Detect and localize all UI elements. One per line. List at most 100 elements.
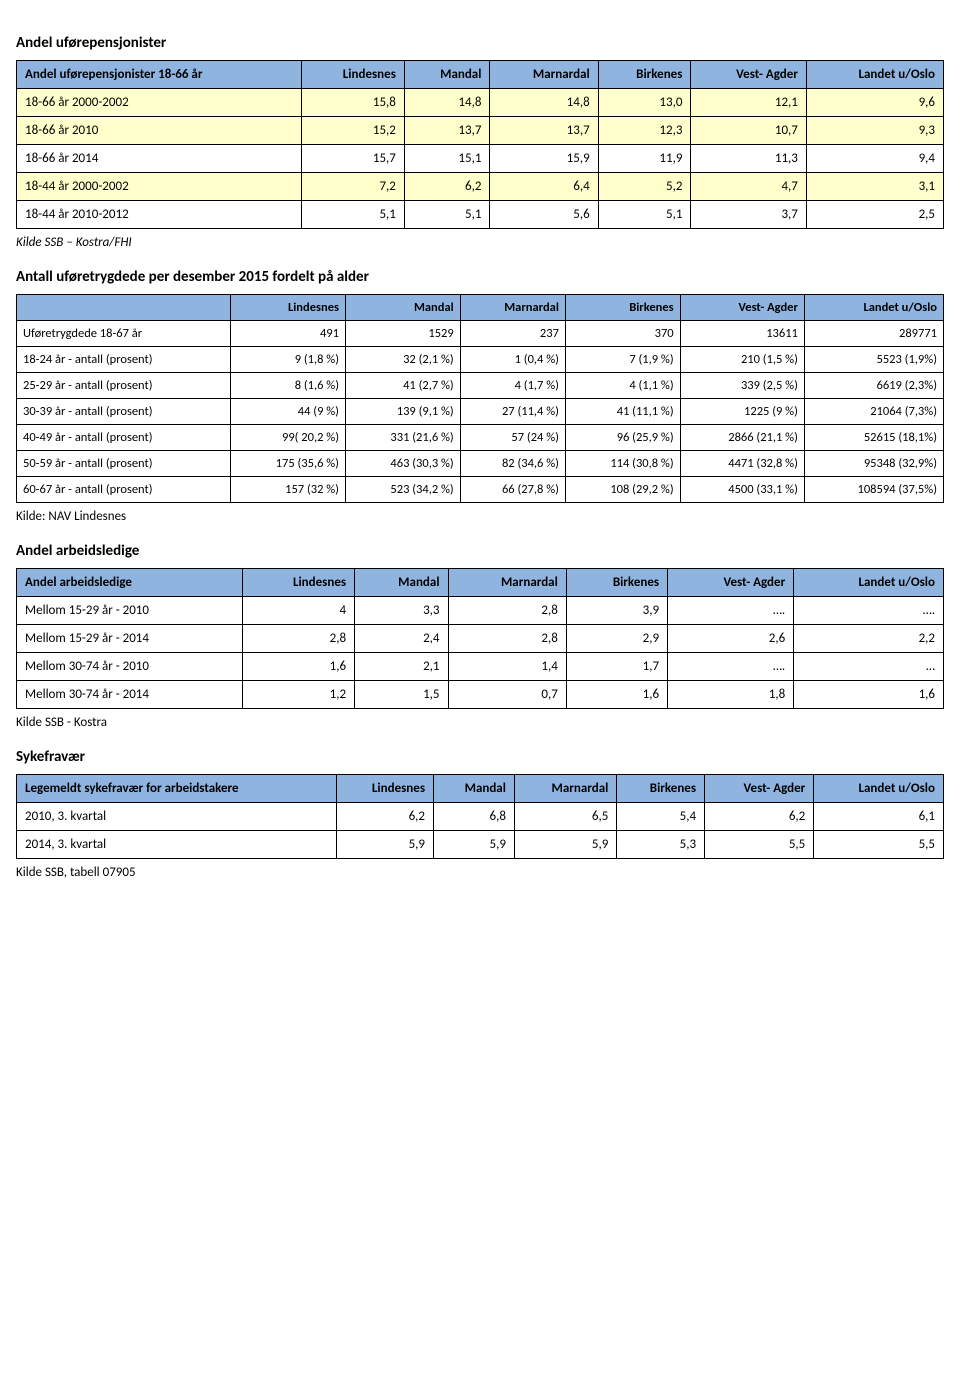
cell-value: 8 (1,6 %) bbox=[231, 373, 346, 399]
section4-title: Sykefravær bbox=[16, 748, 944, 766]
col-header: Vest- Agder bbox=[680, 295, 804, 321]
cell-value: 41 (2,7 %) bbox=[345, 373, 460, 399]
cell-value: 5,1 bbox=[598, 201, 691, 229]
cell-value: 6619 (2,3%) bbox=[804, 373, 943, 399]
table-uforepensjonister: Andel uførepensjonister 18-66 år Lindesn… bbox=[16, 60, 944, 229]
table-row: 60-67 år - antall (prosent)157 (32 %)523… bbox=[17, 477, 944, 503]
cell-value: 463 (30,3 %) bbox=[345, 451, 460, 477]
col-header: Landet u/Oslo bbox=[814, 775, 944, 803]
col-header: Andel uførepensjonister 18-66 år bbox=[17, 61, 302, 89]
cell-value: 12,1 bbox=[691, 89, 806, 117]
col-header: Mandal bbox=[434, 775, 515, 803]
cell-value: 15,8 bbox=[302, 89, 405, 117]
cell-value: 5,6 bbox=[490, 201, 598, 229]
col-header: Andel arbeidsledige bbox=[17, 569, 243, 597]
table-row: 18-24 år - antall (prosent)9 (1,8 %)32 (… bbox=[17, 347, 944, 373]
row-label: 50-59 år - antall (prosent) bbox=[17, 451, 231, 477]
table-row: 50-59 år - antall (prosent)175 (35,6 %)4… bbox=[17, 451, 944, 477]
row-label: 18-66 år 2010 bbox=[17, 117, 302, 145]
cell-value: …. bbox=[794, 597, 944, 625]
col-header: Birkenes bbox=[565, 295, 680, 321]
cell-value: 6,8 bbox=[434, 803, 515, 831]
cell-value: 5,5 bbox=[814, 831, 944, 859]
cell-value: 57 (24 %) bbox=[460, 425, 565, 451]
cell-value: 1,6 bbox=[794, 681, 944, 709]
cell-value: 13,7 bbox=[490, 117, 598, 145]
table-row: Mellom 30-74 år - 20101,62,11,41,7….… bbox=[17, 653, 944, 681]
table-row: 18-66 år 2000-200215,814,814,813,012,19,… bbox=[17, 89, 944, 117]
cell-value: 44 (9 %) bbox=[231, 399, 346, 425]
row-label: Uføretrygdede 18-67 år bbox=[17, 321, 231, 347]
col-header: Legemeldt sykefravær for arbeidstakere bbox=[17, 775, 337, 803]
row-label: Mellom 15-29 år - 2010 bbox=[17, 597, 243, 625]
col-header: Marnardal bbox=[490, 61, 598, 89]
cell-value: 370 bbox=[565, 321, 680, 347]
table-row: 18-44 år 2000-20027,26,26,45,24,73,1 bbox=[17, 173, 944, 201]
table-row: 2010, 3. kvartal6,26,86,55,46,26,1 bbox=[17, 803, 944, 831]
cell-value: 1,8 bbox=[668, 681, 794, 709]
cell-value: 11,9 bbox=[598, 145, 691, 173]
cell-value: 4,7 bbox=[691, 173, 806, 201]
cell-value: 13,0 bbox=[598, 89, 691, 117]
cell-value: 1 (0,4 %) bbox=[460, 347, 565, 373]
cell-value: 15,7 bbox=[302, 145, 405, 173]
cell-value: 7 (1,9 %) bbox=[565, 347, 680, 373]
col-header: Mandal bbox=[355, 569, 448, 597]
cell-value: 95348 (32,9%) bbox=[804, 451, 943, 477]
cell-value: …. bbox=[668, 653, 794, 681]
cell-value: 1,2 bbox=[242, 681, 354, 709]
cell-value: 9 (1,8 %) bbox=[231, 347, 346, 373]
cell-value: 5,4 bbox=[617, 803, 705, 831]
cell-value: 5,5 bbox=[705, 831, 814, 859]
cell-value: 4500 (33,1 %) bbox=[680, 477, 804, 503]
cell-value: 9,3 bbox=[806, 117, 943, 145]
col-header: Landet u/Oslo bbox=[804, 295, 943, 321]
source-text: Kilde SSB – Kostra/FHI bbox=[16, 235, 944, 250]
cell-value: 5,1 bbox=[404, 201, 490, 229]
cell-value: 6,5 bbox=[514, 803, 616, 831]
col-header: Lindesnes bbox=[231, 295, 346, 321]
cell-value: 2,4 bbox=[355, 625, 448, 653]
cell-value: 10,7 bbox=[691, 117, 806, 145]
cell-value: 6,4 bbox=[490, 173, 598, 201]
row-label: 25-29 år - antall (prosent) bbox=[17, 373, 231, 399]
cell-value: 3,9 bbox=[566, 597, 667, 625]
cell-value: 13,7 bbox=[404, 117, 490, 145]
col-header: Mandal bbox=[404, 61, 490, 89]
cell-value: 175 (35,6 %) bbox=[231, 451, 346, 477]
row-label: 18-44 år 2010-2012 bbox=[17, 201, 302, 229]
cell-value: 4 (1,7 %) bbox=[460, 373, 565, 399]
row-label: Mellom 15-29 år - 2014 bbox=[17, 625, 243, 653]
cell-value: 1225 (9 %) bbox=[680, 399, 804, 425]
cell-value: 523 (34,2 %) bbox=[345, 477, 460, 503]
cell-value: 6,1 bbox=[814, 803, 944, 831]
cell-value: 289771 bbox=[804, 321, 943, 347]
table-row: 18-66 år 201015,213,713,712,310,79,3 bbox=[17, 117, 944, 145]
cell-value: 1,7 bbox=[566, 653, 667, 681]
row-label: 30-39 år - antall (prosent) bbox=[17, 399, 231, 425]
row-label: 18-44 år 2000-2002 bbox=[17, 173, 302, 201]
col-header: Vest- Agder bbox=[705, 775, 814, 803]
table-uforetrygdede: Lindesnes Mandal Marnardal Birkenes Vest… bbox=[16, 294, 944, 503]
table-row: 40-49 år - antall (prosent)99( 20,2 %)33… bbox=[17, 425, 944, 451]
cell-value: 3,7 bbox=[691, 201, 806, 229]
cell-value: 5,2 bbox=[598, 173, 691, 201]
cell-value: 3,1 bbox=[806, 173, 943, 201]
cell-value: 5,9 bbox=[434, 831, 515, 859]
cell-value: 4471 (32,8 %) bbox=[680, 451, 804, 477]
cell-value: 12,3 bbox=[598, 117, 691, 145]
cell-value: 331 (21,6 %) bbox=[345, 425, 460, 451]
cell-value: 2,1 bbox=[355, 653, 448, 681]
row-label: 18-66 år 2014 bbox=[17, 145, 302, 173]
table-row: 2014, 3. kvartal5,95,95,95,35,55,5 bbox=[17, 831, 944, 859]
cell-value: 21064 (7,3%) bbox=[804, 399, 943, 425]
cell-value: 5523 (1,9%) bbox=[804, 347, 943, 373]
cell-value: …. bbox=[668, 597, 794, 625]
cell-value: 7,2 bbox=[302, 173, 405, 201]
col-header: Landet u/Oslo bbox=[806, 61, 943, 89]
cell-value: 6,2 bbox=[336, 803, 433, 831]
cell-value: 108 (29,2 %) bbox=[565, 477, 680, 503]
col-header: Vest- Agder bbox=[691, 61, 806, 89]
cell-value: 14,8 bbox=[490, 89, 598, 117]
cell-value: 108594 (37,5%) bbox=[804, 477, 943, 503]
